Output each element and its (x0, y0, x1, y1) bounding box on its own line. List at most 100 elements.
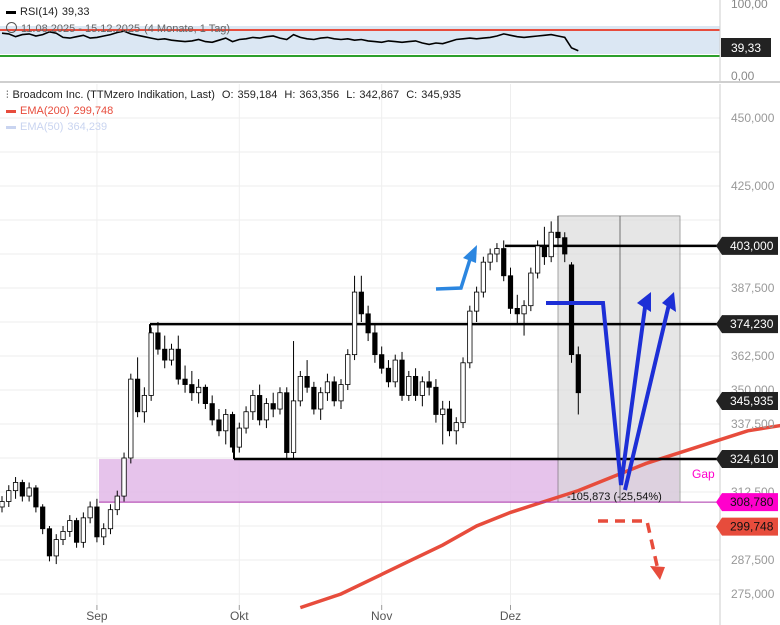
level-badges: 403,000 374,230 345,935 324,610 308,780 299,7… (716, 236, 778, 536)
time-tick-label: Sep (86, 609, 108, 623)
candle-body (60, 531, 66, 541)
ema50-legend: EMA(50) 364,239 (6, 121, 111, 133)
candle-body (318, 392, 324, 410)
level-badge-label: 374,230 (730, 317, 774, 331)
candles (0, 215, 581, 565)
candle-body (107, 509, 114, 530)
candle-body (6, 490, 12, 502)
candle-body (175, 348, 181, 380)
candle-body (53, 539, 59, 557)
candle-body (263, 403, 270, 421)
candle-body (223, 414, 229, 432)
level-badge (716, 493, 778, 512)
candle-body (338, 384, 344, 402)
rsi-legend-label: RSI(14) (20, 6, 58, 18)
candle-body (351, 291, 358, 356)
ema200-legend: EMA(200) 299,748 (6, 105, 117, 117)
ema200-line (299, 423, 780, 610)
ema200-swatch (6, 109, 16, 113)
light-blue-arrow (435, 255, 473, 291)
level-badge (716, 315, 778, 334)
candle-body (487, 253, 493, 263)
candle-body (372, 332, 378, 356)
candle-body (202, 386, 208, 404)
price-legend: ⫶ Broadcom Inc. (TTMzero Indikation, Last… (6, 89, 465, 101)
candle-body (87, 506, 93, 519)
candle-body (250, 395, 256, 413)
time-tick-label: Nov (371, 609, 392, 623)
candle-body (155, 332, 161, 350)
candle-body (507, 275, 514, 309)
candle-body (229, 414, 236, 448)
high-label: H: (284, 89, 296, 101)
rsi-tick-bottom: 0,00 (731, 69, 755, 83)
high-value: 363,356 (299, 89, 340, 101)
annotations: -105,873 (-25,54%) Gap (435, 245, 715, 580)
candle-body (528, 272, 534, 307)
rsi-legend-value: 39,33 (61, 6, 90, 18)
price-tick-label: 362,500 (731, 349, 775, 363)
rsi-value-badge: 39,33 (731, 41, 761, 55)
candle-body (345, 354, 351, 385)
red-dashed-forecast (598, 519, 660, 571)
blue-arrowhead-2 (662, 292, 676, 312)
candle-body (324, 381, 331, 394)
level-badge-label: 308,780 (730, 495, 774, 509)
ema50-label: EMA(50) (20, 121, 64, 133)
candle-body (101, 528, 107, 538)
candle-body (541, 245, 548, 258)
candle-body (67, 520, 73, 532)
candle-body (412, 375, 419, 396)
candle-body (419, 381, 425, 396)
candle-body (209, 403, 215, 421)
candle-body (236, 427, 242, 448)
candle-body (494, 248, 500, 255)
instrument-name: Broadcom Inc. (TTMzero Indikation, Last) (12, 89, 215, 101)
level-badge-label: 324,610 (730, 452, 774, 466)
price-tick-label: 275,000 (731, 587, 775, 601)
candle-body (189, 384, 195, 394)
price-tick-label: 425,000 (731, 179, 775, 193)
candle-body (555, 231, 561, 239)
candle-body (270, 403, 276, 410)
candle-body (535, 245, 541, 274)
candle-body (141, 395, 147, 413)
candle-body (473, 291, 480, 312)
candle-body (358, 291, 364, 315)
candle-body (26, 487, 32, 497)
rsi-tick-top: 100,00 (731, 0, 768, 11)
candle-body (467, 310, 473, 364)
price-tick-label: 450,000 (731, 111, 775, 125)
close-label: C: (406, 89, 418, 101)
blue-arrow-2 (623, 299, 672, 491)
candle-icon: ⫶ (6, 90, 9, 101)
level-badge-label: 403,000 (730, 239, 774, 253)
price-tick-label: 337,500 (731, 417, 775, 431)
level-badge-label: 345,935 (730, 394, 774, 408)
candle-body (80, 517, 86, 543)
candle-body (73, 520, 80, 543)
open-label: O: (221, 89, 234, 101)
rsi-panel: 100,00 0,00 39,33 (0, 0, 771, 83)
measure-label: -105,873 (-25,54%) (567, 491, 662, 503)
date-range: 11.08.2025 - 15.12.2025 (21, 23, 141, 35)
candle-body (277, 392, 283, 410)
ema50-value: 364,239 (67, 121, 108, 133)
candle-body (121, 457, 127, 497)
ema200-value: 299,748 (73, 105, 114, 117)
candle-body (501, 248, 507, 277)
rsi-line (1, 30, 579, 52)
candle-body (311, 386, 317, 410)
candle-body (514, 307, 520, 315)
candle-body (379, 354, 385, 369)
candle-body (331, 381, 337, 402)
candle-body (290, 400, 297, 453)
rsi-swatch (6, 10, 16, 14)
candle-body (480, 261, 486, 293)
time-tick-label: Dez (500, 609, 521, 623)
candle-body (392, 359, 398, 383)
candle-body (453, 422, 459, 432)
candle-body (575, 354, 581, 394)
time-axis: Sep Okt Nov Dez (86, 605, 521, 623)
